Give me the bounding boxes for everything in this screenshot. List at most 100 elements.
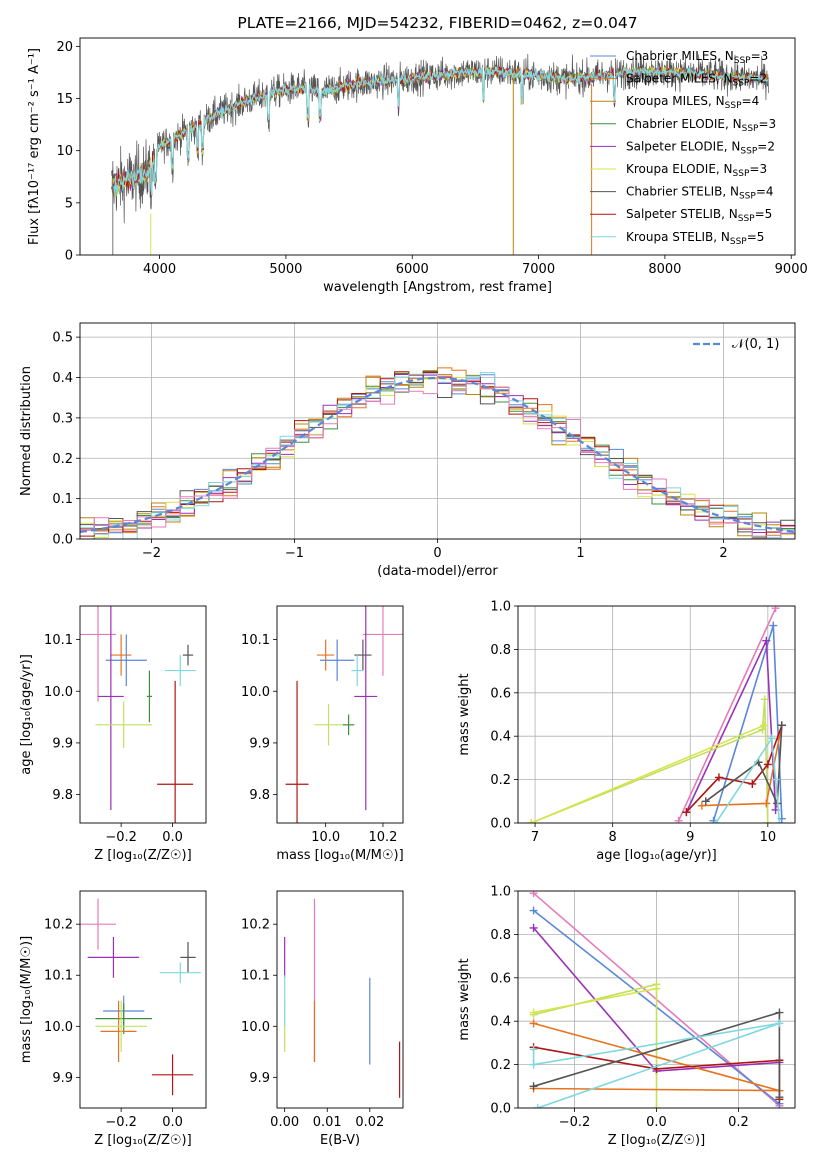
weight-marker (652, 1104, 661, 1108)
x-tick-label: 7000 (522, 262, 555, 277)
y-tick-label: 10 (56, 144, 73, 159)
y-tick-label: 0.8 (490, 928, 511, 943)
age_vs_mass-panel: 10.0 10.2 9.8 9.9 10.0 10.1 mass [log₁₀(M/M☉)] (241, 605, 404, 863)
legend-entry: Salpeter MILES, NSSP=2 (626, 72, 767, 89)
legend-name: Salpeter STELIB, N (626, 207, 738, 221)
residuals-panel: −2 −1 0 1 2 0.0 0.1 0.2 0.3 0.4 0.5 (data-model)/er… (19, 322, 796, 579)
weight-lines (529, 891, 784, 1108)
legend-sub: SSP (742, 124, 759, 134)
weight-marker (533, 1104, 542, 1108)
legend-sub: SSP (730, 237, 747, 247)
y-tick-label: 0.4 (490, 1015, 511, 1030)
weight-marker (652, 984, 661, 993)
errorbars (80, 606, 196, 823)
x-tick-label: −0.2 (105, 1115, 137, 1130)
weight-marker (529, 1008, 538, 1017)
weight-marker (762, 636, 771, 645)
x-axis-label: E(B-V) (320, 1133, 360, 1148)
axes-frame (79, 605, 207, 824)
weight-marker (674, 816, 683, 823)
spectrum-lines (111, 53, 769, 255)
weight-marker (529, 1045, 538, 1054)
weight-marker (769, 621, 778, 630)
legend-sub: SSP (739, 192, 756, 202)
y-tick-label: 0.3 (52, 411, 73, 426)
x-tick-label: −2 (142, 546, 161, 561)
x-axis-label: wavelength [Angstrom, rest frame] (323, 280, 552, 295)
x-tick-label: −0.2 (559, 1115, 591, 1130)
x-tick-label: 4000 (143, 262, 176, 277)
x-tick-label: 0.01 (313, 1115, 342, 1130)
weight-marker (529, 891, 538, 898)
y-tick-label: 1.0 (490, 600, 511, 615)
y-tick-label: 9.9 (52, 736, 73, 751)
y-tick-label: 0.4 (490, 730, 511, 745)
legend-entry: Salpeter STELIB, NSSP=5 (626, 207, 772, 224)
legend-entry: Kroupa ELODIE, NSSP=3 (626, 162, 767, 179)
legend-sub: SSP (733, 79, 750, 89)
axes-frame (276, 890, 404, 1109)
x-tick-label: 0.0 (162, 1115, 183, 1130)
weight-marker (777, 721, 786, 730)
x-axis-label: (data-model)/error (377, 564, 498, 579)
y-axis-label: Flux [fλ10⁻¹⁷ erg cm⁻² s⁻¹ A⁻¹] (27, 48, 42, 245)
x-tick-label: 10.0 (311, 830, 340, 845)
y-tick-label: 10.0 (44, 685, 73, 700)
weight-marker (711, 819, 720, 823)
weight-marker (529, 1019, 538, 1028)
y-axis-label: age [log₁₀(age/yr)] (19, 654, 34, 775)
y-tick-label: 0 (65, 249, 73, 264)
x-axis-label: Z [log₁₀(Z/Z☉)] (94, 848, 191, 863)
y-tick-label: 10.1 (241, 633, 270, 648)
weight-marker (775, 1008, 784, 1017)
axes-frame (517, 605, 796, 824)
y-tick-label: 10.0 (241, 685, 270, 700)
x-axis-label: mass [log₁₀(M/M☉)] (276, 848, 403, 863)
x-tick-label: 0.00 (270, 1115, 299, 1130)
legend-suffix: =3 (749, 162, 767, 176)
legend-sub: SSP (740, 146, 757, 156)
y-tick-label: 10.0 (44, 1020, 73, 1035)
weight-line (530, 724, 765, 823)
legend-entry: Chabrier ELODIE, NSSP=3 (626, 117, 776, 134)
legend-entry: Chabrier MILES, NSSP=3 (626, 49, 768, 66)
normal-curve (80, 376, 795, 533)
y-tick-label: 10.1 (44, 969, 73, 984)
spectrum-line (111, 65, 769, 197)
x-tick-label: 10.2 (368, 830, 397, 845)
weight-line (715, 736, 781, 823)
x-axis-label: Z [log₁₀(Z/Z☉)] (94, 1133, 191, 1148)
x-tick-label: −0.2 (105, 830, 137, 845)
weight-marker (701, 797, 710, 806)
x-tick-label: 10 (760, 830, 777, 845)
errorbars (80, 898, 201, 1096)
legend-name: Kroupa MILES, N (626, 94, 725, 108)
y-tick-label: 1.0 (490, 885, 511, 900)
y-tick-label: 10.0 (241, 1020, 270, 1035)
weight-line (532, 1022, 780, 1108)
y-tick-label: 0.5 (52, 331, 73, 346)
weight-marker (760, 695, 769, 704)
weight-marker (763, 760, 772, 769)
weight-marker (771, 606, 780, 613)
y-tick-label: 0.6 (490, 686, 511, 701)
y-axis-label: mass weight (457, 958, 472, 1040)
x-tick-label: 1 (576, 546, 584, 561)
x-tick-label: 8 (609, 830, 617, 845)
x-tick-label: 7 (531, 830, 539, 845)
mass_vs_ebv-panel: 0.00 0.01 0.02 9.9 10.0 10.1 10.2 E(B-V) (241, 890, 404, 1148)
y-tick-label: 0.0 (490, 817, 511, 832)
axes-frame (79, 890, 207, 1109)
legend-sub: SSP (734, 56, 751, 66)
y-tick-label: 9.8 (52, 788, 73, 803)
weight-marker (767, 734, 776, 743)
weight-marker (529, 906, 538, 915)
x-tick-label: −1 (285, 546, 304, 561)
y-tick-label: 5 (65, 196, 73, 211)
weight-line (677, 607, 777, 822)
axes-frame (79, 322, 796, 540)
legend-name: Chabrier MILES, N (626, 49, 734, 63)
y-tick-label: 0.4 (52, 371, 73, 386)
x-tick-label: 8000 (648, 262, 681, 277)
x-tick-label: 0.0 (162, 830, 183, 845)
